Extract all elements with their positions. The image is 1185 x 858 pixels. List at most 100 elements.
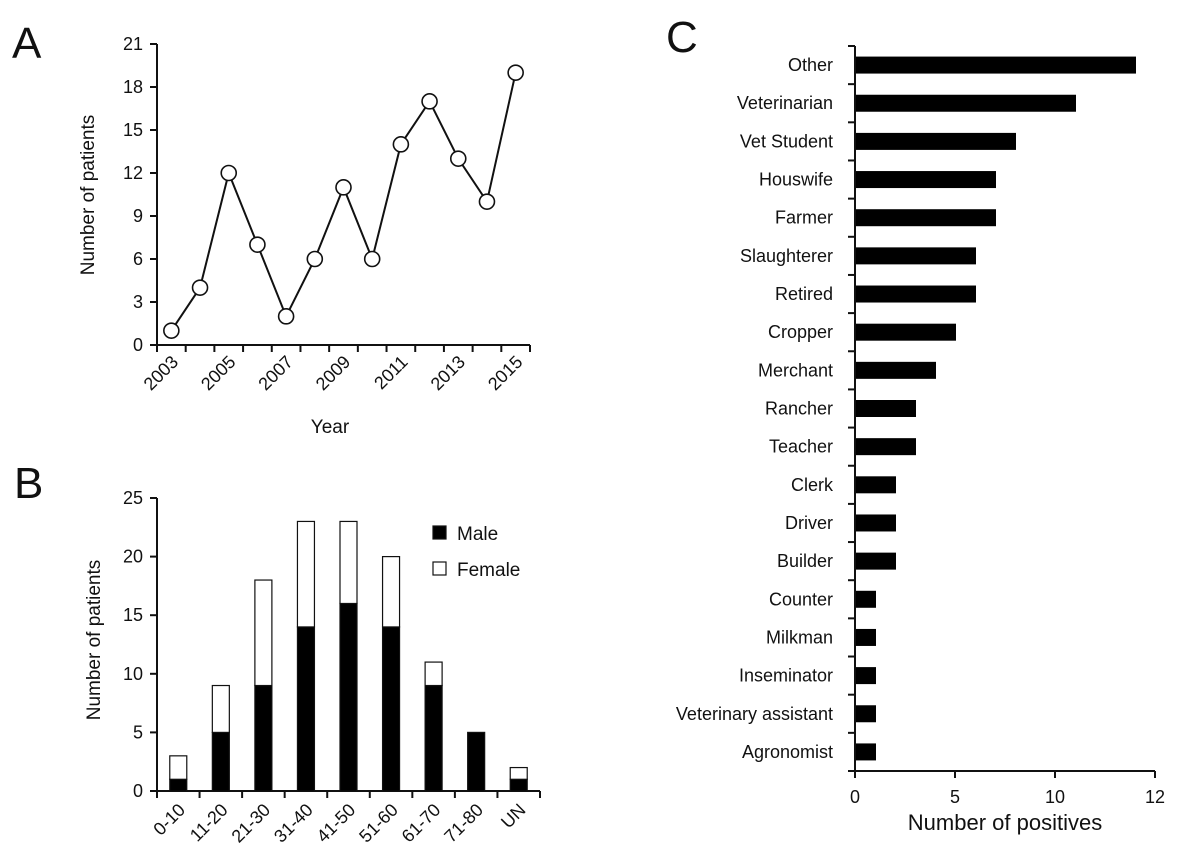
data-point-a <box>163 322 180 339</box>
y-tick-label-a: 6 <box>133 249 143 269</box>
y-tick-label-b: 10 <box>123 664 143 684</box>
x-tick-label-b: 71-80 <box>440 800 487 847</box>
category-label-c: Clerk <box>791 475 834 495</box>
x-tick-label-b: 41-50 <box>313 800 360 847</box>
category-label-c: Cropper <box>768 322 833 342</box>
legend-label-female: Female <box>457 560 520 581</box>
bar-male <box>211 731 230 792</box>
x-tick-label-a: 2009 <box>312 352 354 394</box>
data-point-a <box>363 250 381 268</box>
data-point-a <box>478 193 496 210</box>
bar-c <box>856 400 916 417</box>
data-point-a <box>507 64 524 81</box>
panel-b: B 0 5 10 15 20 25 0-1011-2021-3031-4041-5051-60… <box>14 459 541 847</box>
x-tick-label-b: 31-40 <box>270 800 317 847</box>
bar-c <box>856 285 976 303</box>
y-tick-label-b: 0 <box>133 781 143 801</box>
x-tick-label-a: 2005 <box>197 352 239 394</box>
panel-label-c: C <box>666 13 698 62</box>
bar-c <box>856 247 976 265</box>
data-point-a <box>335 179 352 196</box>
x-tick-label-c: 5 <box>950 787 960 807</box>
y-tick-label-a: 12 <box>123 163 143 183</box>
y-axis-title-b: Number of patients <box>84 560 105 721</box>
category-label-c: Builder <box>777 551 833 571</box>
bar-female <box>424 661 443 687</box>
x-tick-label-b: 51-60 <box>355 800 402 847</box>
series-line-a <box>170 72 517 332</box>
y-tick-label-b: 25 <box>123 488 143 508</box>
bar-c <box>856 361 936 379</box>
bar-female <box>169 755 188 780</box>
data-point-a <box>220 164 238 182</box>
bar-male <box>509 778 528 792</box>
category-label-c: Slaughterer <box>740 246 833 266</box>
x-tick-label-c: 12 <box>1145 787 1165 807</box>
bar-c <box>856 56 1136 74</box>
y-tick-label-a: 18 <box>123 77 143 97</box>
category-label-c: Houswife <box>759 170 833 190</box>
bar-male <box>296 626 316 792</box>
x-axis-title-c: Number of positives <box>908 810 1102 835</box>
bar-c <box>856 323 956 341</box>
category-label-c: Inseminator <box>739 666 833 686</box>
y-tick-label-a: 3 <box>133 292 143 312</box>
y-tick-label-b: 5 <box>133 722 143 742</box>
x-tick-label-b: 61-70 <box>398 800 445 847</box>
x-tick-label-b: 11-20 <box>186 800 232 846</box>
bar-c <box>856 705 876 723</box>
data-point-a <box>306 250 324 268</box>
category-label-c: Agronomist <box>742 742 833 762</box>
bar-male <box>381 626 401 792</box>
x-tick-label-a: 2013 <box>427 352 469 394</box>
category-label-c: Vet Student <box>740 131 833 151</box>
category-label-c: Veterinary assistant <box>676 704 833 724</box>
y-tick-label-a: 0 <box>133 335 143 355</box>
bar-c <box>856 514 896 532</box>
bar-c <box>856 590 876 608</box>
y-axis-title-a: Number of patients <box>78 115 99 276</box>
bar-c <box>856 94 1076 112</box>
bar-male <box>467 731 486 792</box>
data-point-a <box>392 136 410 153</box>
bar-c <box>856 438 916 456</box>
bar-male <box>169 778 188 792</box>
legend-swatch-female <box>432 561 447 576</box>
category-label-c: Rancher <box>765 399 833 419</box>
x-axis-title-a: Year <box>311 417 350 438</box>
panel-label-a: A <box>12 19 42 68</box>
legend-swatch-male <box>432 525 447 540</box>
category-label-c: Other <box>788 55 833 75</box>
y-tick-label-a: 15 <box>123 120 143 140</box>
panel-c: C 0 5 10 12 Number of positives Other Veterinar… <box>666 13 1165 835</box>
bar-female <box>254 579 273 687</box>
x-tick-label-a: 2011 <box>370 352 412 394</box>
y-tick-label-b: 15 <box>123 605 143 625</box>
data-point-a <box>249 236 266 253</box>
bar-c <box>856 628 876 646</box>
bar-female <box>296 520 316 628</box>
y-tick-label-a: 9 <box>133 206 143 226</box>
bar-c <box>856 476 896 494</box>
bar-c <box>856 132 1016 150</box>
category-label-c: Counter <box>769 589 833 609</box>
bar-male <box>254 684 273 792</box>
bar-female <box>339 520 358 605</box>
x-tick-label-b: 21-30 <box>228 800 275 847</box>
x-tick-label-b: 0-10 <box>149 800 189 840</box>
data-point-a <box>421 93 438 110</box>
bar-c <box>856 171 996 189</box>
panel-label-b: B <box>14 459 43 508</box>
bar-female <box>381 555 401 628</box>
bar-c <box>856 743 876 761</box>
x-tick-label-a: 2015 <box>484 352 526 394</box>
data-point-a <box>277 308 295 325</box>
bar-female <box>509 766 528 780</box>
category-label-c: Veterinarian <box>737 93 833 113</box>
legend-label-male: Male <box>457 524 498 545</box>
panel-a: A 0 3 6 9 12 15 18 21 2003 2005 2007 2009 2011 2013 201… <box>12 19 531 438</box>
x-tick-label-a: 2007 <box>254 352 296 394</box>
category-label-c: Farmer <box>775 208 833 228</box>
x-tick-label-b: UN <box>497 800 530 833</box>
